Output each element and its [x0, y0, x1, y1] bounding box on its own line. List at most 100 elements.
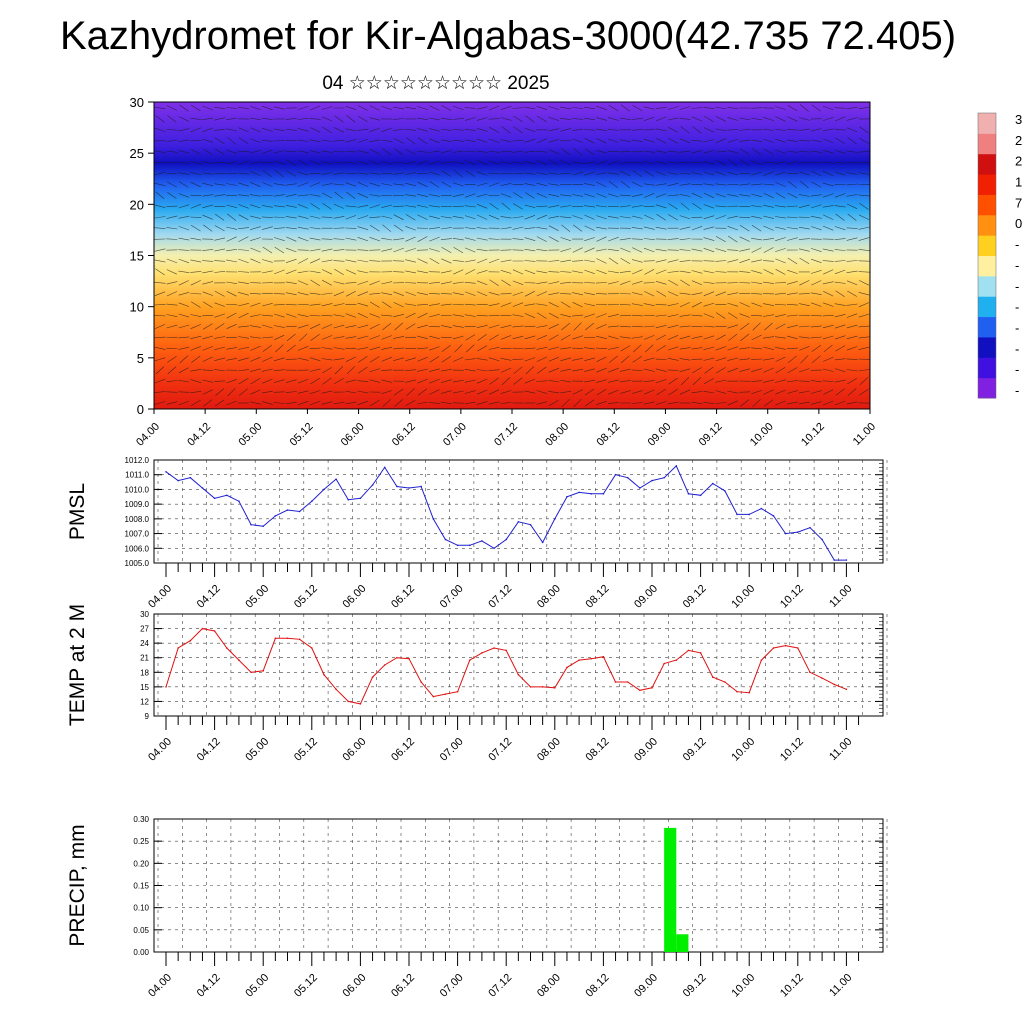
- data-point: [748, 513, 750, 516]
- data-point: [760, 659, 763, 661]
- data-point: [663, 662, 665, 665]
- data-point: [833, 559, 836, 561]
- data-point: [797, 647, 799, 649]
- data-point: [651, 687, 653, 689]
- data-point: [675, 659, 678, 661]
- colorbar-label: 3: [1015, 112, 1022, 127]
- x-tick-label: 09.12: [681, 583, 709, 611]
- data-point: [711, 676, 714, 678]
- data-point: [566, 495, 568, 498]
- colorbar-label: -: [1015, 341, 1019, 356]
- data-point: [225, 494, 228, 497]
- x-tick-label: 10.00: [729, 972, 757, 1000]
- cross-section-y-axis: 0 5 10 15 20 25 30: [130, 95, 154, 417]
- data-point: [760, 507, 763, 510]
- data-point: [578, 491, 580, 494]
- colorbar-label: 2: [1015, 133, 1022, 148]
- colorbar-segment: [978, 275, 996, 297]
- data-point: [845, 559, 848, 561]
- colorbar-segment: [978, 133, 996, 155]
- x-tick-label: 10.00: [729, 583, 757, 611]
- colorbar-segment: [978, 174, 996, 195]
- y-tick-label: 1008.0: [125, 515, 150, 524]
- y-tick-label: 0.15: [133, 882, 149, 891]
- data-point: [347, 700, 350, 703]
- x-tick-label: 08.00: [535, 972, 563, 1000]
- x-tick-label: 06.00: [341, 736, 369, 764]
- series-line: [165, 465, 847, 561]
- data-point: [396, 485, 398, 488]
- data-point: [748, 691, 750, 694]
- data-point: [408, 487, 410, 489]
- x-tick-label: 04.00: [146, 583, 174, 611]
- y-axis-label: PRECIP, mm: [66, 824, 89, 946]
- precip-bar: [664, 827, 677, 952]
- x-tick-label: 09.12: [681, 972, 709, 1000]
- x-tick-label: 05.00: [243, 736, 271, 764]
- y-tick-label: 27: [140, 625, 149, 634]
- data-point: [225, 647, 228, 649]
- data-point: [262, 670, 265, 672]
- y-tick-label: 18: [140, 668, 149, 677]
- y-tick-label: 0.00: [133, 948, 149, 957]
- data-point: [335, 688, 337, 691]
- x-tick-label: 08.12: [584, 583, 612, 611]
- data-point: [444, 693, 447, 695]
- colorbar-label: 7: [1015, 195, 1022, 210]
- x-tick-label: 10.00: [748, 421, 776, 449]
- data-point: [614, 681, 617, 683]
- date-subtitle: 04 ☆☆☆☆☆☆☆☆☆ 2025: [322, 73, 550, 94]
- data-point: [651, 479, 653, 482]
- panel-frame: [153, 459, 884, 564]
- data-point: [262, 525, 265, 528]
- cross-section-x-axis: 04.00 04.12 05.00 05.12 06.00 06.12 07.00 07.12…: [134, 409, 878, 449]
- x-tick-label: 10.12: [778, 736, 806, 764]
- data-point: [663, 476, 665, 479]
- data-point: [639, 487, 641, 489]
- x-tick-label: 07.00: [441, 421, 469, 449]
- data-point: [784, 532, 787, 535]
- data-point: [250, 523, 252, 526]
- y-tick-label: 1011.0: [125, 471, 149, 480]
- data-point: [821, 677, 823, 679]
- x-tick-label: 09.00: [632, 972, 660, 1000]
- data-point: [432, 695, 435, 698]
- x-tick-label: 08.12: [584, 736, 612, 764]
- y-tick-label: 0: [137, 402, 144, 417]
- data-point: [165, 686, 167, 688]
- x-tick-label: 09.12: [697, 421, 725, 449]
- data-point: [821, 538, 823, 541]
- colorbar-label: -: [1015, 258, 1019, 273]
- y-tick-label: 21: [140, 654, 149, 663]
- y-axis-label: TEMP at 2 M: [66, 604, 89, 726]
- data-point: [626, 681, 629, 683]
- colorbar-segment: [978, 113, 996, 134]
- colorbar-label: 1: [1015, 175, 1022, 190]
- x-tick-label: 10.12: [778, 972, 806, 1000]
- data-point: [699, 494, 702, 497]
- y-tick-label: 1007.0: [125, 530, 150, 539]
- data-point: [311, 500, 313, 503]
- data-point: [517, 673, 520, 676]
- y-tick-label: 1006.0: [125, 544, 150, 553]
- data-point: [201, 627, 204, 630]
- data-point: [505, 538, 508, 541]
- data-point: [541, 541, 544, 544]
- data-point: [311, 647, 313, 649]
- x-tick-label: 08.12: [594, 421, 622, 449]
- data-point: [481, 540, 483, 542]
- colorbar-label: -: [1015, 300, 1019, 315]
- data-point: [529, 523, 532, 526]
- precip-panel: 0.00 0.05 0.10 0.15 0.20 0.25 0.30 04.00 04.12 05…: [66, 815, 888, 1000]
- colorbar-label: 0: [1015, 216, 1022, 231]
- data-point: [639, 689, 641, 692]
- y-tick-label: 20: [130, 197, 144, 212]
- data-point: [420, 485, 422, 488]
- x-tick-label: 04.12: [195, 972, 223, 1000]
- data-point: [359, 497, 362, 500]
- data-point: [517, 521, 520, 523]
- x-tick-label: 09.00: [632, 736, 660, 764]
- y-tick-label: 0.20: [133, 859, 149, 868]
- y-tick-label: 5: [137, 351, 144, 366]
